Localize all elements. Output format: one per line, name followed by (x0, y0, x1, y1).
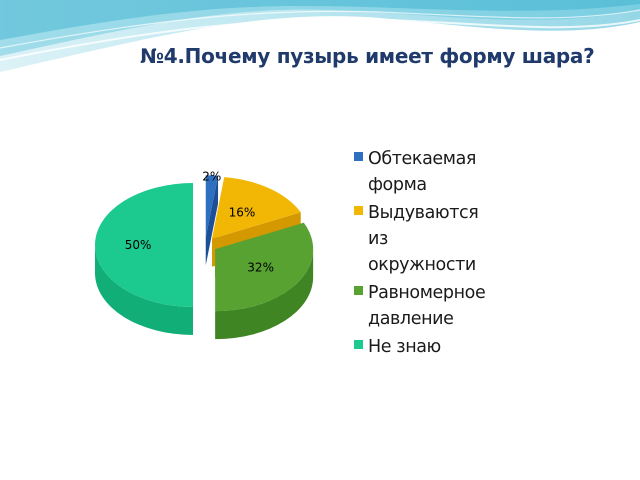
legend-swatch-ravnomernoe-davlenie (354, 286, 363, 295)
header-wave-decoration (0, 0, 640, 72)
pie-slice-cut-obtekaemaya-forma-1 (205, 175, 219, 266)
slide-title: №4.Почему пузырь имеет форму шара? (140, 44, 595, 68)
legend-label-obtekaemaya-forma: Обтекаемая (368, 149, 477, 169)
pie-top-faces (95, 175, 314, 312)
legend-label-vyduvayutsya-iz-okruzhnosti-2: окружности (368, 255, 476, 275)
data-label-vyduvayutsya-iz-okruzhnosti: 16% (229, 206, 256, 220)
pie-data-labels: 2% 16% 32% 50% (125, 170, 274, 275)
pie-chart: 2% 16% 32% 50% (95, 170, 314, 340)
pie-slice-side-ravnomernoe-davlenie (215, 249, 314, 340)
data-label-obtekaemaya-forma: 2% (202, 170, 221, 184)
legend-item-ne-znayu: Не знаю (352, 334, 512, 360)
legend-item-vyduvayutsya-iz-okruzhnosti: Выдуваются из окружности (352, 200, 512, 278)
legend-label-vyduvayutsya-iz-okruzhnosti-1: из (368, 229, 388, 249)
legend-swatch-vyduvayutsya-iz-okruzhnosti (354, 206, 363, 215)
pie-slice-side-ne-znayu (95, 245, 193, 335)
pie-slice-ne-znayu (95, 183, 193, 307)
pie-slice-vyduvayutsya-iz-okruzhnosti (212, 177, 301, 239)
legend-label-obtekaemaya-forma-1: форма (368, 175, 427, 195)
legend-swatch-obtekaemaya-forma (354, 152, 363, 161)
legend-label-vyduvayutsya-iz-okruzhnosti: Выдуваются (368, 203, 479, 223)
pie-slice-obtekaemaya-forma (205, 175, 219, 238)
legend-item-obtekaemaya-forma: Обтекаемая форма (352, 146, 512, 198)
pie-slice-ravnomernoe-davlenie (215, 222, 314, 312)
chart-legend: Обтекаемая форма Выдуваются из окружности Рав… (352, 146, 512, 362)
legend-swatch-ne-znayu (354, 340, 363, 349)
data-label-ravnomernoe-davlenie: 32% (247, 260, 274, 274)
legend-label-ravnomernoe-davlenie: Равномерное (368, 283, 486, 303)
legend-item-ravnomernoe-davlenie: Равномерное давление (352, 280, 512, 332)
legend-label-ravnomernoe-davlenie-1: давление (368, 309, 454, 329)
legend-label-ne-znayu: Не знаю (368, 337, 441, 357)
data-label-ne-znayu: 50% (125, 238, 152, 252)
